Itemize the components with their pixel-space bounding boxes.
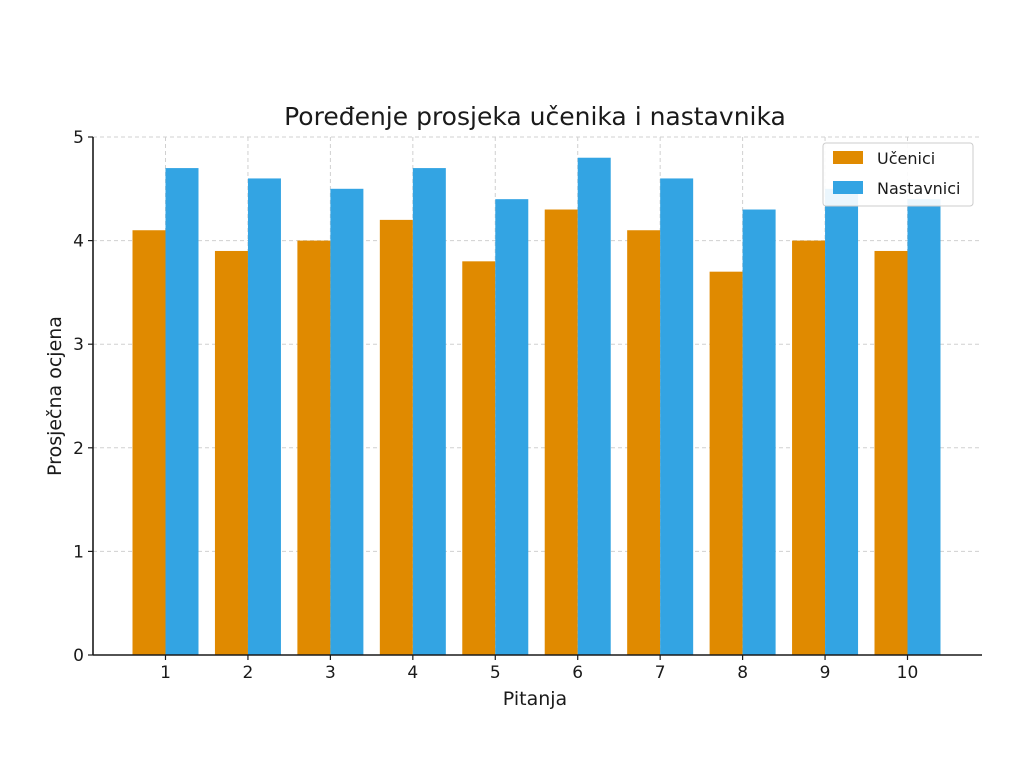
bar-nastavnici-9 [825,188,859,656]
x-axis-title: Pitanja [503,688,567,710]
bar-nastavnici-2 [247,178,281,655]
x-tick-label: 7 [655,663,666,683]
x-tick-label: 10 [897,663,919,683]
y-tick-label: 5 [73,128,84,148]
bar-nastavnici-1 [165,168,199,655]
bar-ucenici-5 [462,261,496,655]
bar-nastavnici-7 [660,178,694,655]
legend: Učenici Nastavnici [822,142,974,207]
y-tick-label: 4 [73,232,84,252]
bar-ucenici-3 [297,240,331,655]
x-tick-label: 4 [407,663,418,683]
bar-ucenici-8 [709,271,743,655]
y-axis-title: Prosječna ocjena [44,316,66,476]
bar-ucenici-2 [214,250,248,655]
axes [92,137,982,656]
bar-nastavnici-5 [495,199,529,655]
bar-ucenici-6 [544,209,578,655]
y-tick-label: 0 [73,646,84,666]
bar-nastavnici-4 [412,168,446,655]
legend-swatch-nastavnici [833,181,863,194]
bar-nastavnici-8 [742,209,776,655]
x-tick-label: 3 [325,663,336,683]
bar-ucenici-9 [792,240,826,655]
bar-nastavnici-3 [330,188,364,656]
bar-ucenici-4 [379,219,413,655]
bar-nastavnici-10 [907,199,941,655]
x-tick-label: 6 [572,663,583,683]
bar-nastavnici-6 [577,157,611,655]
y-tick-labels: 0 1 2 3 4 5 [73,128,93,666]
legend-swatch-ucenici [833,151,863,164]
y-tick-label: 3 [73,335,84,355]
legend-label-ucenici: Učenici [877,149,935,168]
x-tick-label: 9 [820,663,831,683]
bar-ucenici-10 [874,250,908,655]
x-tick-labels: 1 2 3 4 5 6 7 8 9 10 [160,655,918,683]
bars [132,157,941,656]
y-tick-label: 1 [73,542,84,562]
chart-title: Poređenje prosjeka učenika i nastavnika [284,102,786,131]
bar-ucenici-7 [627,230,661,656]
bar-ucenici-1 [132,230,166,656]
y-tick-label: 2 [73,439,84,459]
x-tick-label: 5 [490,663,501,683]
x-tick-label: 1 [160,663,171,683]
x-tick-label: 8 [737,663,748,683]
x-tick-label: 2 [243,663,254,683]
legend-label-nastavnici: Nastavnici [877,179,960,198]
